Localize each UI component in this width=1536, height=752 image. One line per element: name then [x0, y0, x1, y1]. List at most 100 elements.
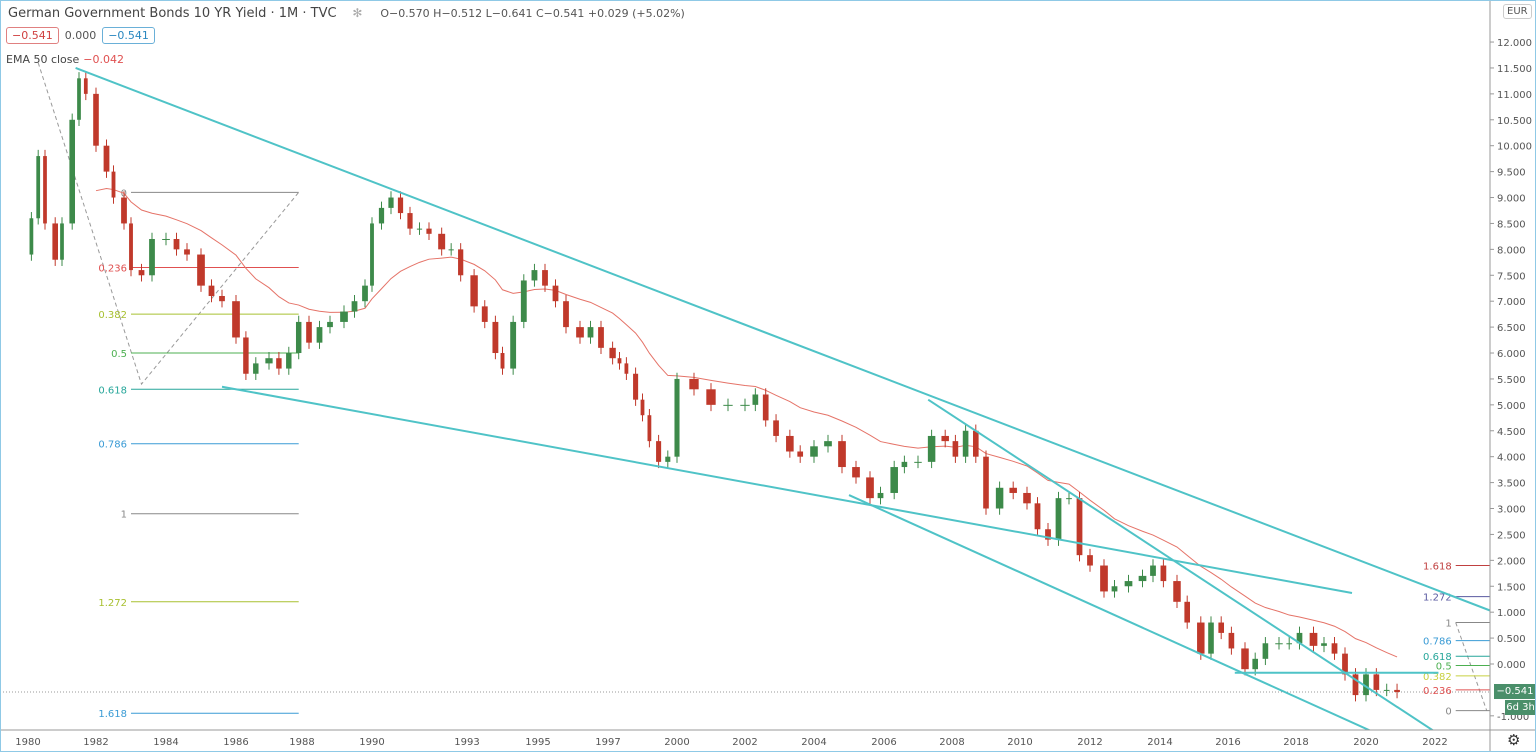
candle-body [36, 156, 41, 219]
y-tick-label: 7.500 [1497, 271, 1526, 282]
fib-left-level-label: 0.382 [98, 310, 127, 321]
candle-body [797, 451, 804, 457]
candle-body [316, 327, 323, 343]
candle-body [77, 78, 81, 120]
x-tick-label: 1993 [454, 737, 479, 748]
candle-body [1275, 643, 1283, 645]
candle-body [60, 223, 64, 260]
settings-gear-icon[interactable]: ⚙ [1507, 731, 1521, 749]
y-tick-label: 7.000 [1497, 297, 1526, 308]
candle-body [598, 327, 604, 348]
x-tick-label: 1988 [289, 737, 314, 748]
candle-body [1342, 653, 1348, 675]
candle-body [1309, 632, 1318, 646]
y-tick-label: 0.000 [1497, 660, 1526, 671]
candle-body [1023, 492, 1031, 504]
x-tick-label: 2006 [871, 737, 896, 748]
ema-label: EMA 50 close [6, 53, 80, 66]
candle-body [470, 275, 478, 307]
fib-right-level-label: 0.786 [1423, 637, 1452, 648]
candle-body [121, 197, 127, 224]
candle-body [397, 197, 404, 214]
currency-label[interactable]: EUR [1503, 4, 1532, 19]
candle-body [1184, 601, 1191, 623]
candle-body [1363, 674, 1369, 696]
y-tick-label: 9.500 [1497, 168, 1526, 179]
candle-body [563, 301, 569, 328]
y-tick-label: 3.000 [1497, 505, 1526, 516]
candle-body [1262, 643, 1269, 659]
y-tick-label: 9.000 [1497, 194, 1526, 205]
candle-body [1331, 643, 1338, 654]
candle-body [208, 285, 215, 297]
candle-body [824, 441, 832, 447]
spread: 0.000 [64, 29, 97, 42]
candle-body [500, 353, 505, 369]
candle-body [149, 238, 155, 276]
candle-body [852, 467, 860, 478]
candle-body [173, 238, 180, 250]
trendline [75, 67, 1490, 612]
x-tick-label: 1990 [359, 737, 384, 748]
candle-body [773, 420, 779, 436]
trendline [927, 398, 1435, 730]
candle-body [103, 145, 110, 172]
candle-body [1076, 498, 1083, 556]
candle-body [674, 378, 680, 457]
candle-body [542, 270, 548, 286]
candle-body [458, 249, 464, 276]
fib-right-level-label: 1.272 [1423, 593, 1452, 604]
x-tick-label: 1982 [83, 737, 108, 748]
ema-value: −0.042 [83, 53, 125, 66]
candle-body [1034, 503, 1041, 530]
candle-body [219, 296, 225, 302]
x-tick-label: 2018 [1283, 737, 1308, 748]
candle-body [69, 119, 76, 224]
y-tick-label: 2.500 [1497, 530, 1526, 541]
candle-body [665, 456, 671, 462]
candle-body [890, 467, 898, 493]
symbol-title[interactable]: German Government Bonds 10 YR Yield · 1M… [8, 6, 337, 21]
candle-body [1160, 565, 1167, 582]
y-tick-label: 5.000 [1497, 401, 1526, 412]
candle-body [587, 327, 594, 338]
buy-price[interactable]: −0.541 [102, 27, 155, 44]
candle-body [370, 223, 374, 286]
candle-body [640, 399, 645, 416]
y-tick-label: 6.500 [1497, 323, 1526, 334]
candle-body [1241, 648, 1249, 670]
y-tick-label: 0.500 [1497, 634, 1526, 645]
candle-body [481, 306, 488, 322]
candle-body [914, 461, 922, 463]
y-tick-label: 10.000 [1497, 142, 1532, 153]
snowflake-icon[interactable]: ✻ [352, 6, 363, 20]
candle-body [1173, 581, 1181, 602]
fib-left-level-label: 0.5 [111, 349, 127, 360]
candle-body [243, 337, 249, 374]
y-tick-label: 1.500 [1497, 582, 1526, 593]
x-tick-label: 1980 [15, 737, 40, 748]
candle-body [656, 441, 662, 462]
sell-price[interactable]: −0.541 [6, 27, 59, 44]
fib-right-level-label: 0.618 [1423, 652, 1452, 663]
candle-body [983, 456, 989, 509]
x-tick-label: 2022 [1422, 737, 1447, 748]
candle-body [617, 358, 622, 364]
candle-body [232, 301, 240, 338]
bid-ask: −0.541 0.000 −0.541 [6, 27, 155, 44]
ema-legend[interactable]: EMA 50 close −0.042 [6, 53, 124, 66]
candle-body [510, 321, 517, 369]
fib-right-level-label: 0.5 [1436, 662, 1452, 673]
candle-body [286, 353, 292, 369]
candle-body [972, 430, 979, 457]
candle-body [1045, 529, 1051, 540]
candle-body [29, 218, 34, 255]
candle-body [1055, 498, 1062, 540]
trendline [848, 494, 1372, 730]
x-tick-label: 2002 [732, 737, 757, 748]
fib-left-level-label: 1.618 [98, 709, 127, 720]
candle-body [1111, 586, 1118, 592]
candle-body [1321, 643, 1327, 646]
fib-left-level-label: 0.236 [98, 264, 127, 275]
